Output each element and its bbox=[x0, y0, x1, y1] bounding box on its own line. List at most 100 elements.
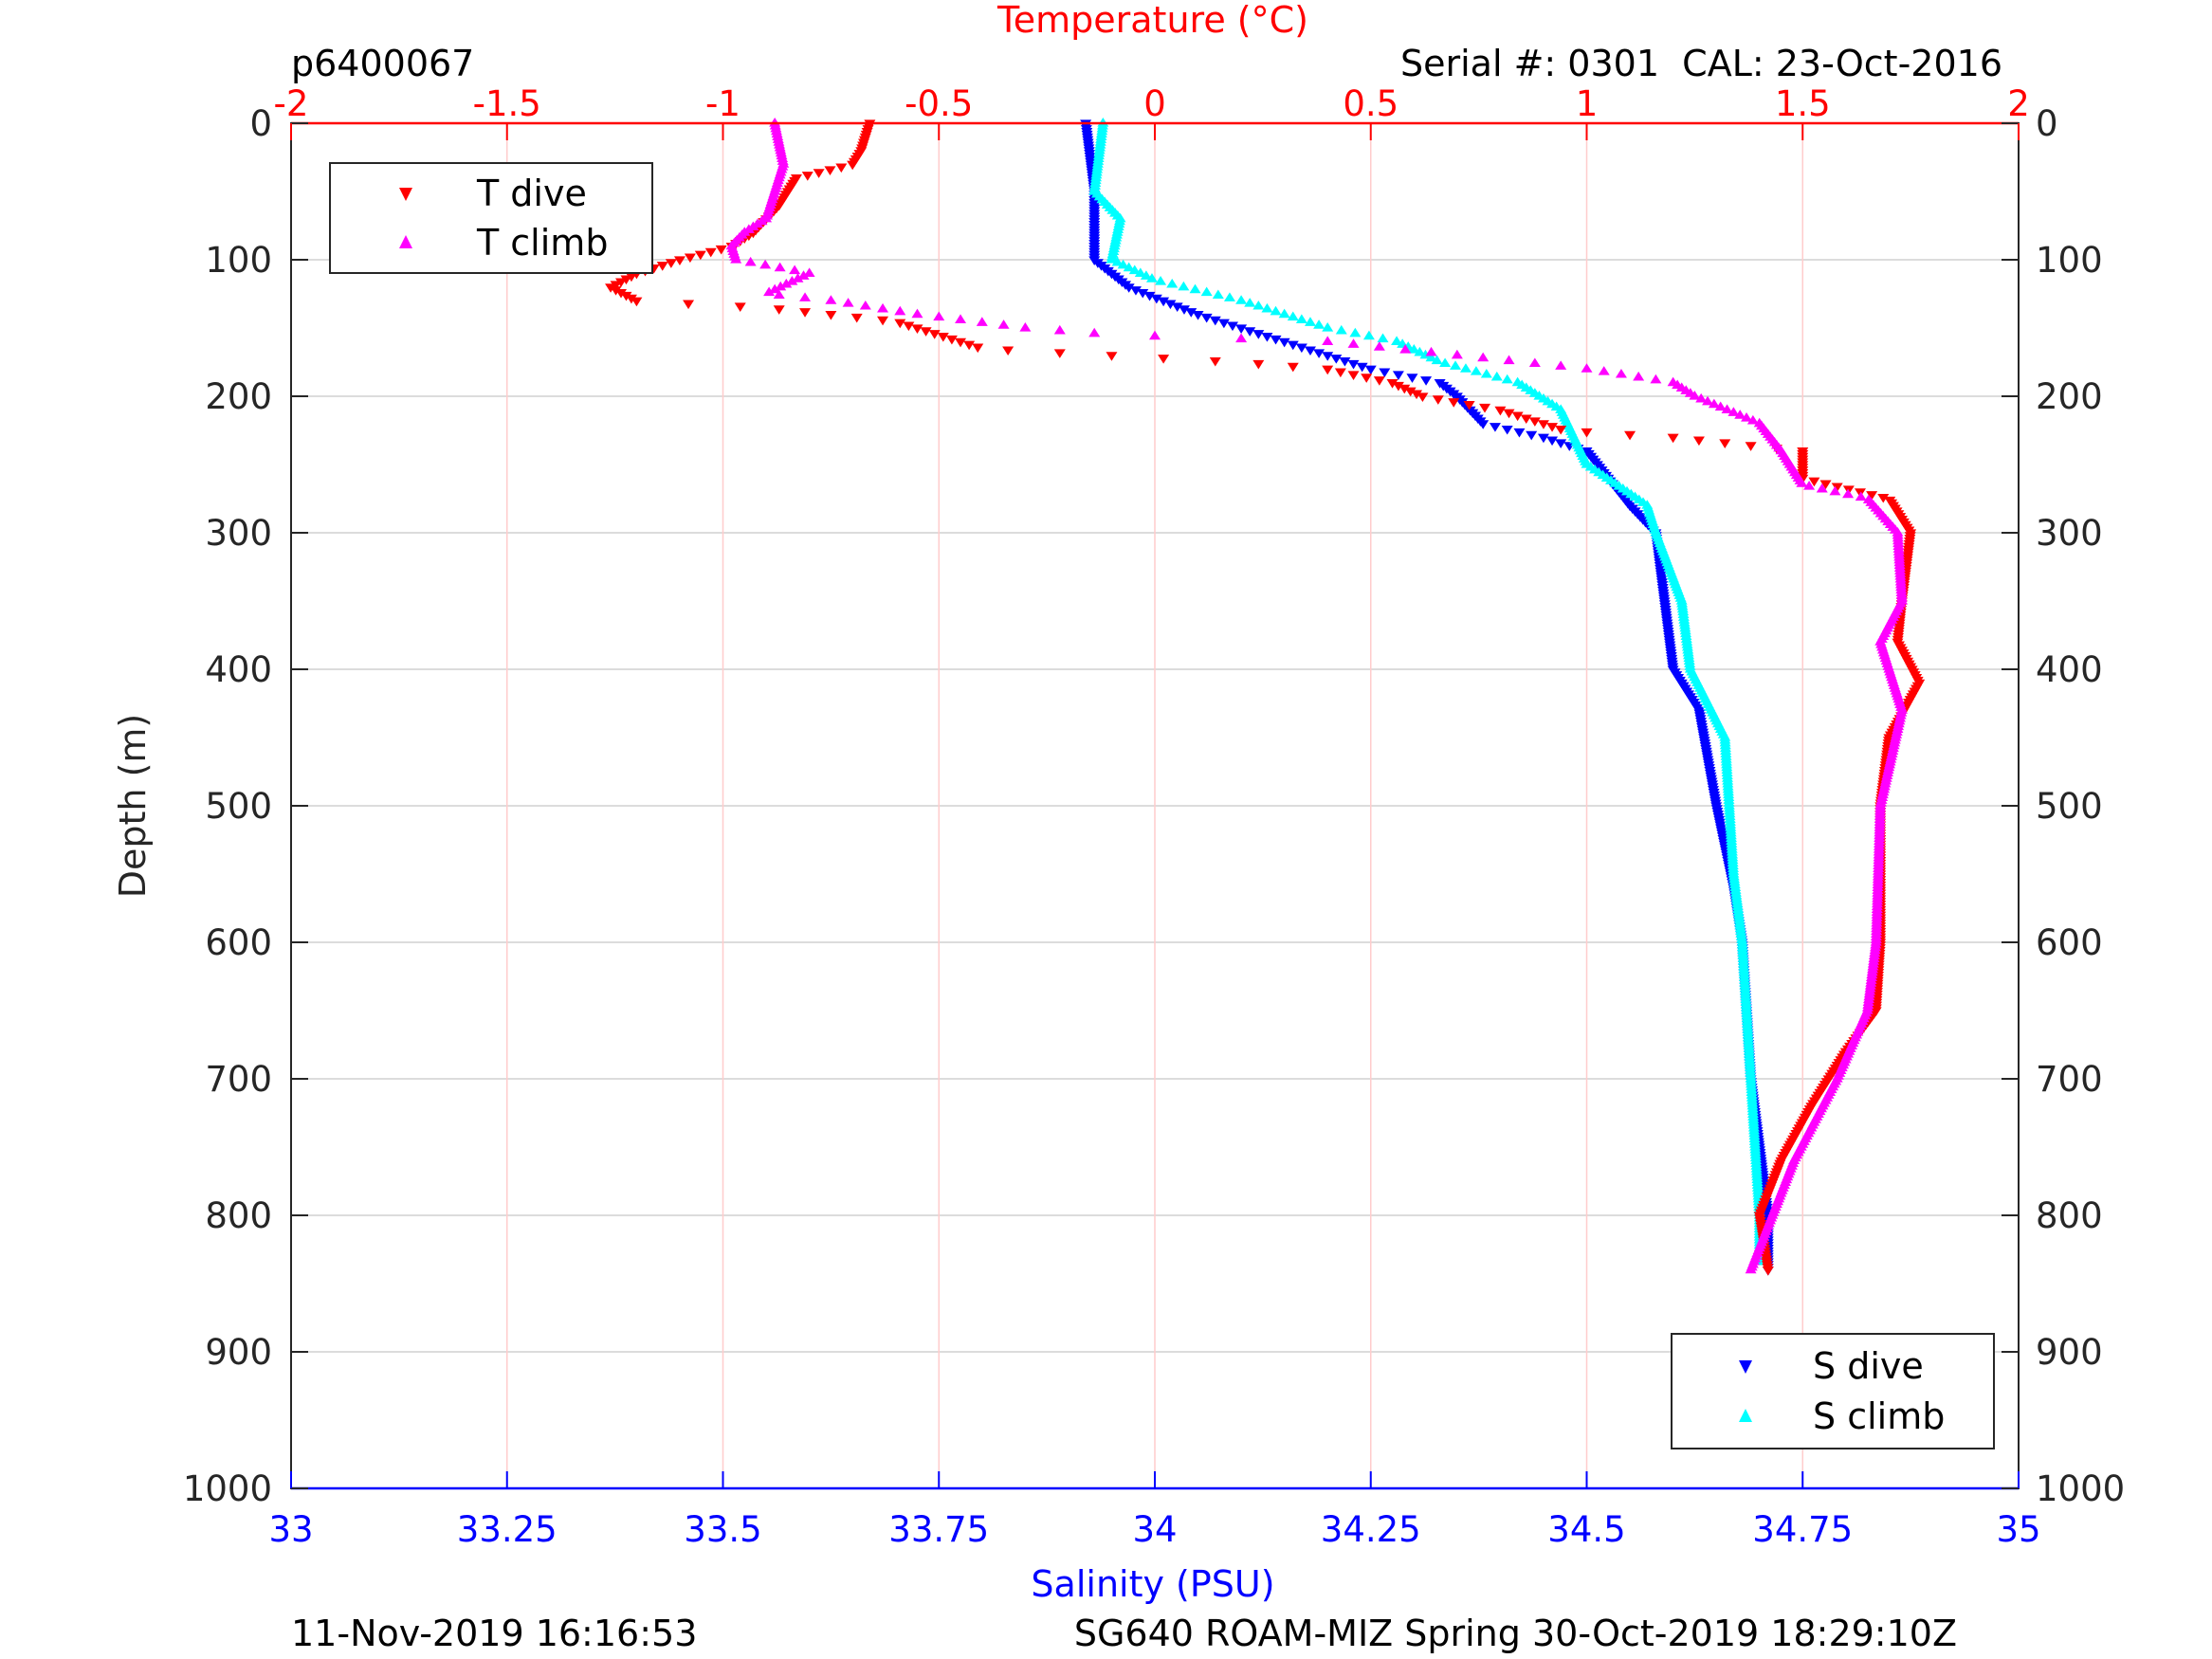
s-climb-point bbox=[1166, 278, 1179, 288]
t-dive-series bbox=[605, 119, 1926, 1276]
sal-tick-label: 34 bbox=[1132, 1509, 1177, 1550]
s-dive-point bbox=[1392, 371, 1404, 380]
s-climb-series bbox=[1088, 118, 1765, 1266]
s-climb-point bbox=[1391, 336, 1403, 345]
t-dive-point bbox=[928, 330, 941, 339]
t-climb-point bbox=[911, 308, 923, 319]
t-dive-point bbox=[715, 245, 727, 255]
s-climb-point bbox=[1480, 368, 1492, 378]
t-dive-point bbox=[1528, 417, 1541, 427]
s-dive-point bbox=[1313, 349, 1325, 358]
s-dive-point bbox=[1185, 308, 1197, 318]
t-climb-point bbox=[803, 267, 815, 277]
s-climb-point bbox=[1349, 327, 1362, 337]
salinity-legend[interactable]: S dive S climb bbox=[1671, 1333, 1995, 1449]
t-climb-point bbox=[1149, 330, 1161, 340]
s-dive-point bbox=[1270, 335, 1282, 345]
data-marks bbox=[605, 118, 1926, 1276]
t-climb-point bbox=[877, 302, 889, 313]
t-dive-point bbox=[615, 288, 628, 299]
t-dive-point bbox=[801, 172, 814, 181]
s-climb-point bbox=[1419, 349, 1432, 359]
t-climb-point bbox=[997, 319, 1010, 329]
t-climb-point bbox=[1425, 346, 1437, 356]
s-dive-point bbox=[1278, 337, 1290, 348]
t-climb-point bbox=[825, 295, 837, 304]
sal-tick-label: 34.75 bbox=[1752, 1509, 1853, 1550]
t-dive-point bbox=[1537, 420, 1549, 429]
t-dive-point bbox=[825, 311, 837, 320]
s-climb-point bbox=[1377, 333, 1389, 343]
s-dive-point bbox=[1209, 316, 1221, 326]
s-climb-point bbox=[1439, 357, 1452, 368]
t-climb-point bbox=[1322, 336, 1334, 345]
t-dive-point bbox=[1831, 483, 1843, 493]
sal-tick-label: 34.5 bbox=[1547, 1509, 1625, 1550]
t-dive-point bbox=[1692, 436, 1705, 447]
t-climb-point bbox=[1477, 352, 1490, 362]
t-dive-point bbox=[835, 163, 848, 173]
grid bbox=[291, 123, 2019, 1488]
s-climb-point bbox=[1244, 298, 1256, 307]
depth-tick-label-right: 400 bbox=[2036, 649, 2103, 690]
s-dive-point bbox=[1304, 346, 1316, 356]
t-climb-point bbox=[1708, 398, 1720, 409]
t-dive-point bbox=[963, 340, 976, 351]
s-dive-point bbox=[1489, 423, 1501, 432]
t-climb-point bbox=[1721, 404, 1733, 413]
s-climb-point bbox=[1295, 314, 1307, 323]
temperature-legend[interactable]: T dive T climb bbox=[329, 162, 653, 274]
t-climb-point bbox=[976, 317, 988, 326]
s-dive-point bbox=[1261, 333, 1273, 342]
s-climb-point bbox=[1155, 276, 1167, 285]
s-climb-point bbox=[1145, 273, 1158, 283]
sal-tick-label: 33.75 bbox=[888, 1509, 989, 1550]
s-climb-point bbox=[1450, 360, 1462, 370]
s-climb-point bbox=[1189, 283, 1201, 294]
t-climb-point bbox=[1689, 391, 1701, 400]
s-dive-point bbox=[1143, 291, 1156, 301]
profile-id: p6400067 bbox=[291, 43, 474, 84]
t-climb-point bbox=[1796, 478, 1808, 487]
t-dive-point bbox=[694, 250, 706, 261]
t-dive-point bbox=[877, 316, 889, 326]
t-climb-point bbox=[859, 300, 871, 310]
t-dive-point bbox=[1581, 428, 1593, 438]
s-climb-point bbox=[1425, 352, 1437, 362]
s-climb-point bbox=[1106, 254, 1118, 264]
t-dive-point bbox=[824, 166, 836, 175]
s-climb-point bbox=[1459, 363, 1472, 373]
depth-axis-label: Depth (m) bbox=[112, 714, 154, 899]
s-climb-point bbox=[1252, 300, 1265, 310]
t-climb-point bbox=[1842, 488, 1855, 499]
t-climb-point bbox=[774, 262, 786, 272]
depth-tick-label-right: 1000 bbox=[2036, 1468, 2125, 1509]
t-climb-point bbox=[1451, 349, 1463, 359]
salinity-axis-label: Salinity (PSU) bbox=[1031, 1563, 1274, 1605]
t-dive-point bbox=[1287, 362, 1299, 373]
t-dive-point bbox=[920, 327, 932, 337]
t-climb-point bbox=[1347, 338, 1360, 348]
depth-tick-label-right: 800 bbox=[2036, 1195, 2103, 1236]
s-dive-point bbox=[1252, 330, 1265, 339]
depth-tick-label-right: 600 bbox=[2036, 922, 2103, 963]
temp-tick-label: 2 bbox=[2007, 83, 2030, 124]
t-climb-point bbox=[1373, 341, 1385, 351]
t-dive-point bbox=[1158, 355, 1170, 364]
t-climb-point bbox=[1633, 371, 1645, 381]
t-climb-point bbox=[1746, 414, 1759, 425]
t-dive-legend-label: T dive bbox=[476, 173, 587, 214]
s-climb-legend-label: S climb bbox=[1813, 1395, 1945, 1437]
t-climb-point bbox=[1615, 368, 1627, 378]
s-dive-point bbox=[1526, 430, 1538, 441]
t-dive-point bbox=[1877, 493, 1890, 503]
s-dive-point bbox=[1347, 359, 1360, 370]
t-dive-point bbox=[656, 262, 668, 271]
t-climb-point bbox=[1816, 483, 1828, 493]
s-dive-point bbox=[1406, 374, 1418, 383]
depth-tick-label-right: 100 bbox=[2036, 240, 2103, 281]
t-dive-point bbox=[1106, 352, 1118, 361]
t-climb-point bbox=[955, 314, 967, 323]
s-climb-point bbox=[1200, 286, 1213, 297]
t-dive-point bbox=[1819, 480, 1832, 490]
